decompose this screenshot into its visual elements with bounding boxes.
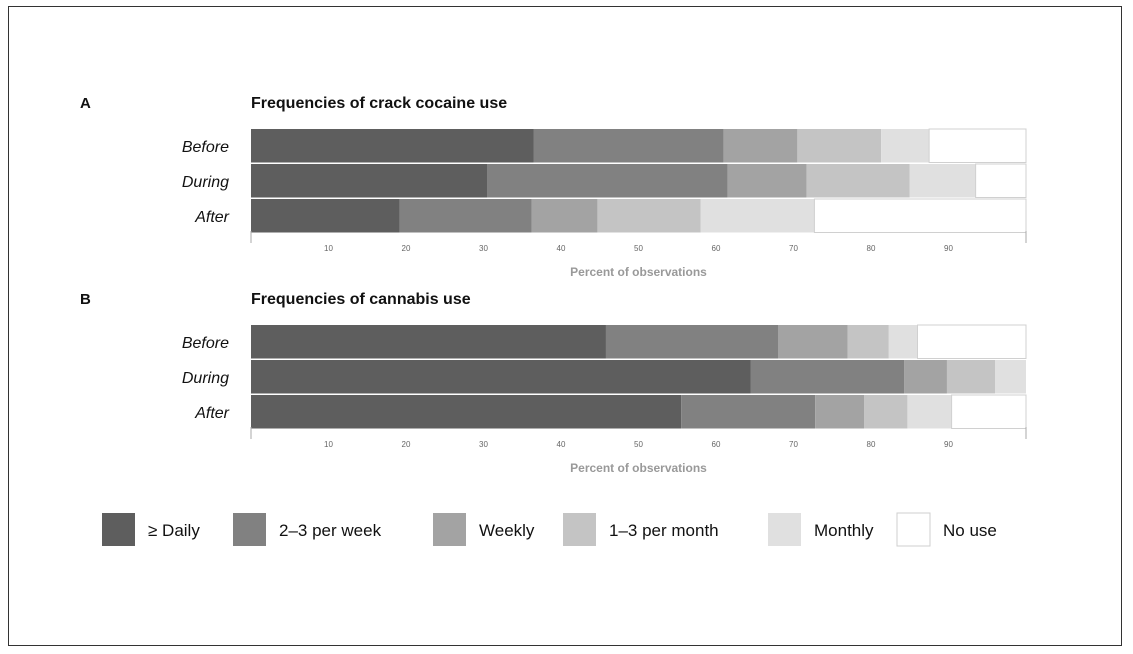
- x-tick-label: 20: [402, 440, 411, 449]
- panel-letter: A: [80, 95, 91, 112]
- bar-segment: [907, 395, 952, 429]
- bar-segment: [797, 129, 882, 163]
- bar-segment: [909, 164, 976, 198]
- row-label-after: After: [194, 209, 229, 226]
- bar-segment: [864, 395, 908, 429]
- x-tick-label: 30: [479, 440, 488, 449]
- bar-segment: [881, 129, 930, 163]
- legend-label: Weekly: [479, 521, 535, 540]
- x-tick-label: 80: [867, 440, 876, 449]
- chart-title: Frequencies of cannabis use: [251, 291, 471, 308]
- bar-segment: [778, 325, 848, 359]
- legend-label: Monthly: [814, 521, 874, 540]
- legend-swatch: [896, 512, 931, 547]
- legend-swatch: [102, 513, 135, 546]
- x-tick-label: 60: [712, 440, 721, 449]
- bar-segment: [487, 164, 728, 198]
- bar-segment: [533, 129, 724, 163]
- row-label-during: During: [182, 174, 229, 191]
- chart-title: Frequencies of crack cocaine use: [251, 95, 507, 112]
- bar-segment: [681, 395, 816, 429]
- x-tick-label: 40: [557, 244, 566, 253]
- x-tick-label: 40: [557, 440, 566, 449]
- bar-segment: [917, 324, 1027, 359]
- bar-segment: [723, 129, 798, 163]
- bar-segment: [399, 199, 532, 233]
- bar-segment: [251, 164, 488, 198]
- bar-segment: [597, 199, 701, 233]
- legend-label: 1–3 per month: [609, 521, 719, 540]
- bar-segment: [806, 164, 910, 198]
- legend-swatch: [433, 513, 466, 546]
- legend-swatch: [563, 513, 596, 546]
- x-tick-label: 60: [712, 244, 721, 253]
- x-tick-label: 10: [324, 244, 333, 253]
- bar-segment: [975, 163, 1027, 198]
- bar-segment: [815, 395, 865, 429]
- bar-segment: [995, 360, 1026, 394]
- bar-segment: [251, 360, 751, 394]
- chart-panel-a: A Frequencies of crack cocaine use Before D…: [80, 95, 1027, 279]
- row-label-before: Before: [182, 139, 229, 156]
- x-tick-label: 20: [402, 244, 411, 253]
- x-tick-label: 50: [634, 244, 643, 253]
- bar-segment: [251, 325, 606, 359]
- legend: ≥ Daily 2–3 per week Weekly 1–3 per month Mo…: [102, 512, 997, 547]
- legend-label: No use: [943, 521, 997, 540]
- x-axis-label: Percent of observations: [570, 265, 707, 279]
- row-label-before: Before: [182, 335, 229, 352]
- x-tick-label: 50: [634, 440, 643, 449]
- x-tick-label: 90: [944, 244, 953, 253]
- x-tick-label: 30: [479, 244, 488, 253]
- x-tick-label: 90: [944, 440, 953, 449]
- bar-segment: [605, 325, 778, 359]
- bar-segment: [531, 199, 598, 233]
- legend-label: 2–3 per week: [279, 521, 382, 540]
- bar-segment: [888, 325, 918, 359]
- chart-panel-b: B Frequencies of cannabis use Before During…: [80, 291, 1027, 475]
- bar-segment: [251, 395, 682, 429]
- legend-swatch: [233, 513, 266, 546]
- bar-segment: [951, 394, 1027, 429]
- bar-segment: [928, 128, 1027, 163]
- bar-segment: [251, 199, 400, 233]
- bar-segment: [946, 360, 995, 394]
- bar-segment: [904, 360, 947, 394]
- bar-segment: [813, 198, 1027, 233]
- x-tick-label: 10: [324, 440, 333, 449]
- bar-segment: [750, 360, 905, 394]
- bar-segment: [847, 325, 889, 359]
- bar-segment: [727, 164, 807, 198]
- panel-letter: B: [80, 291, 91, 308]
- row-label-after: After: [194, 405, 229, 422]
- x-tick-label: 80: [867, 244, 876, 253]
- bar-segment: [251, 129, 534, 163]
- row-label-during: During: [182, 370, 229, 387]
- x-tick-label: 70: [789, 244, 798, 253]
- bar-segment: [700, 199, 815, 233]
- legend-label: ≥ Daily: [148, 521, 200, 540]
- x-axis-label: Percent of observations: [570, 461, 707, 475]
- legend-swatch: [768, 513, 801, 546]
- x-tick-label: 70: [789, 440, 798, 449]
